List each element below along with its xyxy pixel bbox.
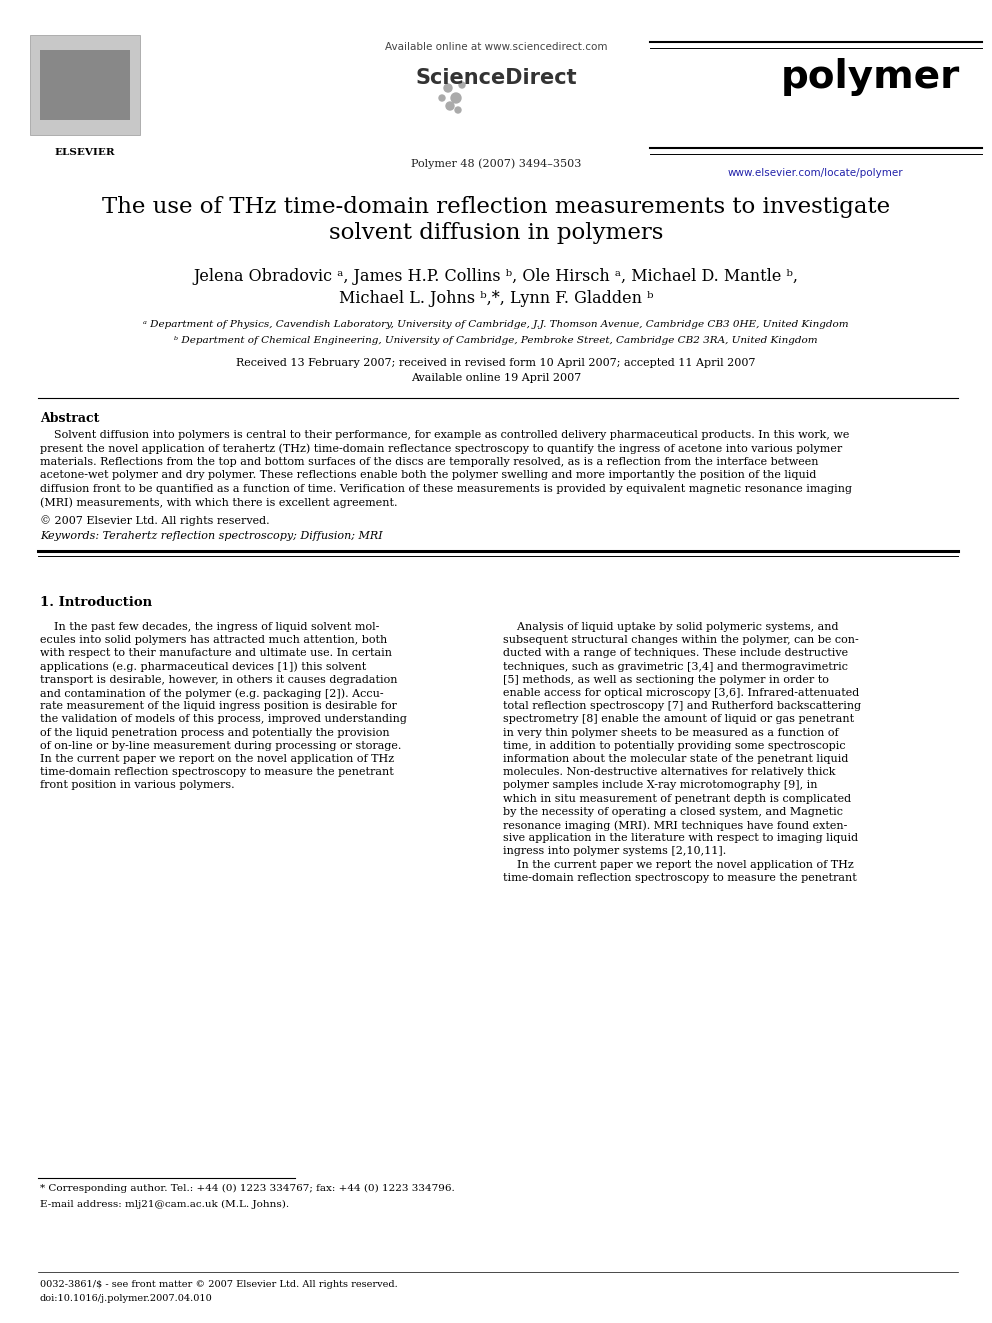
Text: 1. Introduction: 1. Introduction xyxy=(40,595,152,609)
Text: ELSEVIER: ELSEVIER xyxy=(55,148,115,157)
Text: Received 13 February 2007; received in revised form 10 April 2007; accepted 11 A: Received 13 February 2007; received in r… xyxy=(236,359,756,368)
Text: ducted with a range of techniques. These include destructive: ducted with a range of techniques. These… xyxy=(503,648,848,659)
Text: doi:10.1016/j.polymer.2007.04.010: doi:10.1016/j.polymer.2007.04.010 xyxy=(40,1294,212,1303)
Text: ᵇ Department of Chemical Engineering, University of Cambridge, Pembroke Street, : ᵇ Department of Chemical Engineering, Un… xyxy=(175,336,817,345)
Bar xyxy=(30,34,140,135)
Text: ᵃ Department of Physics, Cavendish Laboratory, University of Cambridge, J.J. Tho: ᵃ Department of Physics, Cavendish Labor… xyxy=(143,320,849,329)
Text: polymer samples include X-ray microtomography [9], in: polymer samples include X-ray microtomog… xyxy=(503,781,817,790)
Text: polymer: polymer xyxy=(781,58,959,97)
Text: transport is desirable, however, in others it causes degradation: transport is desirable, however, in othe… xyxy=(40,675,398,685)
Text: Abstract: Abstract xyxy=(40,411,99,425)
Circle shape xyxy=(439,95,445,101)
Circle shape xyxy=(451,93,461,103)
Text: The use of THz time-domain reflection measurements to investigate: The use of THz time-domain reflection me… xyxy=(102,196,890,218)
Text: time, in addition to potentially providing some spectroscopic: time, in addition to potentially providi… xyxy=(503,741,845,750)
Text: and contamination of the polymer (e.g. packaging [2]). Accu-: and contamination of the polymer (e.g. p… xyxy=(40,688,384,699)
Text: In the current paper we report the novel application of THz: In the current paper we report the novel… xyxy=(503,860,854,869)
Text: Polymer 48 (2007) 3494–3503: Polymer 48 (2007) 3494–3503 xyxy=(411,157,581,168)
Text: spectrometry [8] enable the amount of liquid or gas penetrant: spectrometry [8] enable the amount of li… xyxy=(503,714,854,725)
Text: ecules into solid polymers has attracted much attention, both: ecules into solid polymers has attracted… xyxy=(40,635,387,646)
Text: in very thin polymer sheets to be measured as a function of: in very thin polymer sheets to be measur… xyxy=(503,728,838,738)
Circle shape xyxy=(459,82,465,89)
Text: with respect to their manufacture and ultimate use. In certain: with respect to their manufacture and ul… xyxy=(40,648,392,659)
Text: time-domain reflection spectroscopy to measure the penetrant: time-domain reflection spectroscopy to m… xyxy=(40,767,394,777)
Text: diffusion front to be quantified as a function of time. Verification of these me: diffusion front to be quantified as a fu… xyxy=(40,484,852,493)
Text: Jelena Obradovic ᵃ, James H.P. Collins ᵇ, Ole Hirsch ᵃ, Michael D. Mantle ᵇ,: Jelena Obradovic ᵃ, James H.P. Collins ᵇ… xyxy=(193,269,799,284)
Text: Solvent diffusion into polymers is central to their performance, for example as : Solvent diffusion into polymers is centr… xyxy=(40,430,849,441)
Text: * Corresponding author. Tel.: +44 (0) 1223 334767; fax: +44 (0) 1223 334796.: * Corresponding author. Tel.: +44 (0) 12… xyxy=(40,1184,454,1193)
Text: enable access for optical microscopy [3,6]. Infrared-attenuated: enable access for optical microscopy [3,… xyxy=(503,688,859,699)
Text: time-domain reflection spectroscopy to measure the penetrant: time-domain reflection spectroscopy to m… xyxy=(503,873,857,882)
Text: of the liquid penetration process and potentially the provision: of the liquid penetration process and po… xyxy=(40,728,390,738)
Text: rate measurement of the liquid ingress position is desirable for: rate measurement of the liquid ingress p… xyxy=(40,701,397,712)
Text: subsequent structural changes within the polymer, can be con-: subsequent structural changes within the… xyxy=(503,635,859,646)
Text: molecules. Non-destructive alternatives for relatively thick: molecules. Non-destructive alternatives … xyxy=(503,767,835,777)
Text: present the novel application of terahertz (THz) time-domain reflectance spectro: present the novel application of teraher… xyxy=(40,443,842,454)
Text: E-mail address: mlj21@cam.ac.uk (M.L. Johns).: E-mail address: mlj21@cam.ac.uk (M.L. Jo… xyxy=(40,1200,289,1209)
Text: Analysis of liquid uptake by solid polymeric systems, and: Analysis of liquid uptake by solid polym… xyxy=(503,622,838,632)
Text: Available online at www.sciencedirect.com: Available online at www.sciencedirect.co… xyxy=(385,42,607,52)
Text: In the current paper we report on the novel application of THz: In the current paper we report on the no… xyxy=(40,754,394,763)
Text: materials. Reflections from the top and bottom surfaces of the discs are tempora: materials. Reflections from the top and … xyxy=(40,456,818,467)
Text: solvent diffusion in polymers: solvent diffusion in polymers xyxy=(328,222,664,243)
Text: resonance imaging (MRI). MRI techniques have found exten-: resonance imaging (MRI). MRI techniques … xyxy=(503,820,847,831)
Text: © 2007 Elsevier Ltd. All rights reserved.: © 2007 Elsevier Ltd. All rights reserved… xyxy=(40,515,270,525)
Circle shape xyxy=(444,83,452,93)
Text: front position in various polymers.: front position in various polymers. xyxy=(40,781,235,790)
Text: by the necessity of operating a closed system, and Magnetic: by the necessity of operating a closed s… xyxy=(503,807,843,816)
Text: Michael L. Johns ᵇ,*, Lynn F. Gladden ᵇ: Michael L. Johns ᵇ,*, Lynn F. Gladden ᵇ xyxy=(338,290,654,307)
Text: sive application in the literature with respect to imaging liquid: sive application in the literature with … xyxy=(503,833,858,843)
Text: applications (e.g. pharmaceutical devices [1]) this solvent: applications (e.g. pharmaceutical device… xyxy=(40,662,366,672)
Text: 0032-3861/$ - see front matter © 2007 Elsevier Ltd. All rights reserved.: 0032-3861/$ - see front matter © 2007 El… xyxy=(40,1279,398,1289)
Text: ingress into polymer systems [2,10,11].: ingress into polymer systems [2,10,11]. xyxy=(503,847,726,856)
Text: information about the molecular state of the penetrant liquid: information about the molecular state of… xyxy=(503,754,848,763)
Text: In the past few decades, the ingress of liquid solvent mol-: In the past few decades, the ingress of … xyxy=(40,622,379,632)
Text: Keywords: Terahertz reflection spectroscopy; Diffusion; MRI: Keywords: Terahertz reflection spectrosc… xyxy=(40,531,383,541)
Text: total reflection spectroscopy [7] and Rutherford backscattering: total reflection spectroscopy [7] and Ru… xyxy=(503,701,861,712)
Text: (MRI) measurements, with which there is excellent agreement.: (MRI) measurements, with which there is … xyxy=(40,497,398,508)
Text: which in situ measurement of penetrant depth is complicated: which in situ measurement of penetrant d… xyxy=(503,794,851,803)
Text: the validation of models of this process, improved understanding: the validation of models of this process… xyxy=(40,714,407,725)
Text: acetone-wet polymer and dry polymer. These reflections enable both the polymer s: acetone-wet polymer and dry polymer. The… xyxy=(40,471,816,480)
Text: techniques, such as gravimetric [3,4] and thermogravimetric: techniques, such as gravimetric [3,4] an… xyxy=(503,662,848,672)
Circle shape xyxy=(455,107,461,112)
Text: www.elsevier.com/locate/polymer: www.elsevier.com/locate/polymer xyxy=(727,168,903,179)
Bar xyxy=(40,50,130,120)
Circle shape xyxy=(446,102,454,110)
Text: [5] methods, as well as sectioning the polymer in order to: [5] methods, as well as sectioning the p… xyxy=(503,675,829,685)
Text: Available online 19 April 2007: Available online 19 April 2007 xyxy=(411,373,581,382)
Text: ScienceDirect: ScienceDirect xyxy=(416,67,576,89)
Text: of on-line or by-line measurement during processing or storage.: of on-line or by-line measurement during… xyxy=(40,741,402,750)
